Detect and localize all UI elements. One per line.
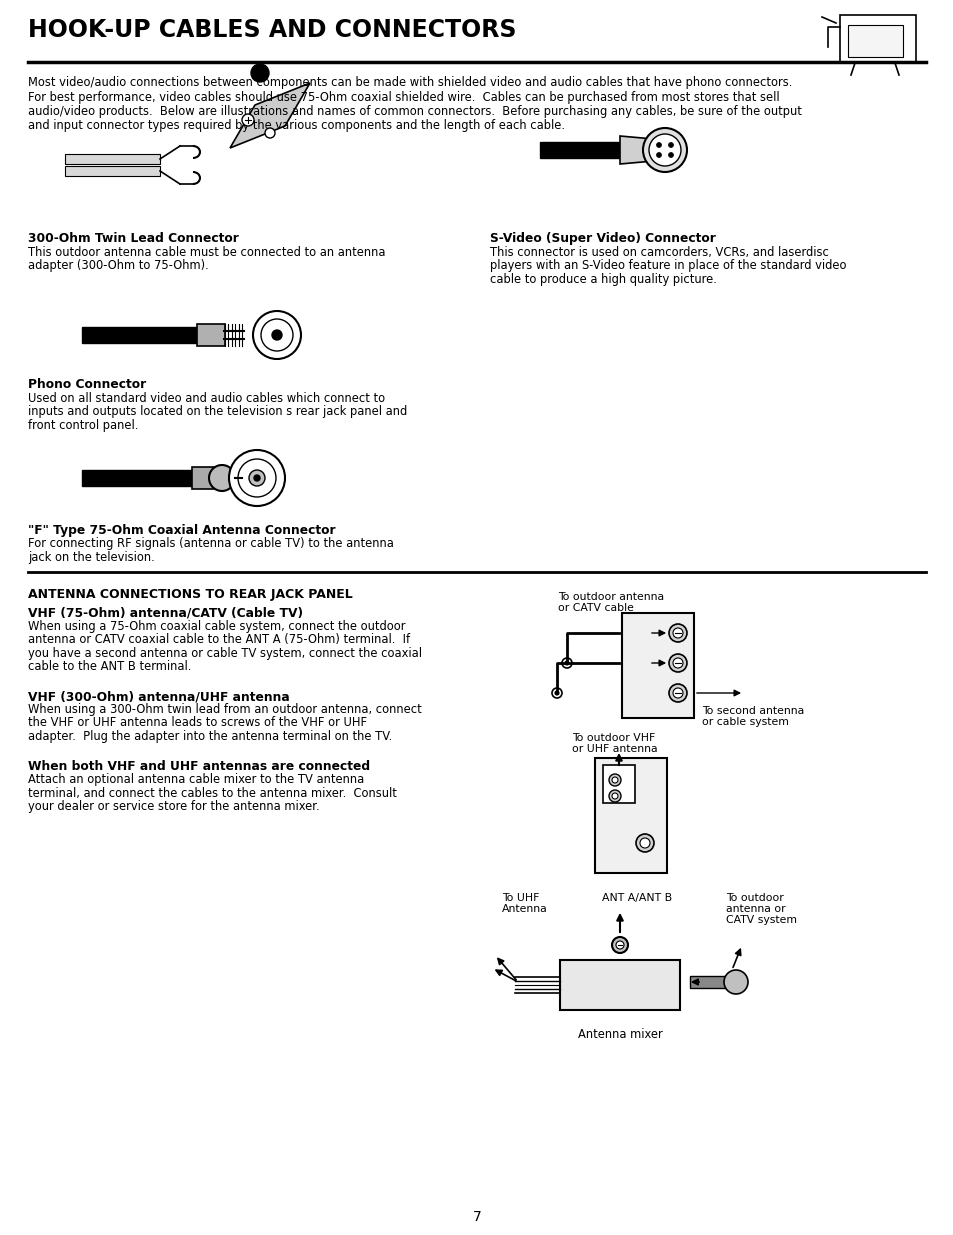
Bar <box>196 324 225 346</box>
Text: VHF (300-Ohm) antenna/UHF antenna: VHF (300-Ohm) antenna/UHF antenna <box>28 690 290 703</box>
Bar <box>689 976 727 988</box>
Text: This outdoor antenna cable must be connected to an antenna: This outdoor antenna cable must be conne… <box>28 246 385 259</box>
Text: 7: 7 <box>472 1210 481 1224</box>
Bar <box>847 25 902 57</box>
Text: Antenna mixer: Antenna mixer <box>578 1028 662 1041</box>
Text: When using a 300-Ohm twin lead from an outdoor antenna, connect: When using a 300-Ohm twin lead from an o… <box>28 703 421 716</box>
Text: your dealer or service store for the antenna mixer.: your dealer or service store for the ant… <box>28 800 319 813</box>
Circle shape <box>253 311 301 359</box>
Circle shape <box>616 941 623 948</box>
Circle shape <box>249 471 265 487</box>
Circle shape <box>656 152 660 158</box>
Circle shape <box>564 661 568 664</box>
Text: 300-Ohm Twin Lead Connector: 300-Ohm Twin Lead Connector <box>28 232 238 245</box>
Circle shape <box>668 142 673 147</box>
Circle shape <box>253 475 260 480</box>
Circle shape <box>668 152 673 158</box>
Text: cable to the ANT B terminal.: cable to the ANT B terminal. <box>28 661 192 673</box>
Text: the VHF or UHF antenna leads to screws of the VHF or UHF: the VHF or UHF antenna leads to screws o… <box>28 716 367 730</box>
Text: When using a 75-Ohm coaxial cable system, connect the outdoor: When using a 75-Ohm coaxial cable system… <box>28 620 405 634</box>
Circle shape <box>265 128 274 138</box>
Text: Antenna: Antenna <box>501 904 547 914</box>
Text: VHF (75-Ohm) antenna/CATV (Cable TV): VHF (75-Ohm) antenna/CATV (Cable TV) <box>28 606 303 620</box>
Text: cable to produce a high quality picture.: cable to produce a high quality picture. <box>490 273 716 287</box>
Text: and input connector types required by the various components and the length of e: and input connector types required by th… <box>28 120 564 132</box>
Text: To outdoor: To outdoor <box>725 893 783 903</box>
Text: For best performance, video cables should use 75-Ohm coaxial shielded wire.  Cab: For best performance, video cables shoul… <box>28 90 779 104</box>
Polygon shape <box>619 136 664 164</box>
Text: you have a second antenna or cable TV system, connect the coaxial: you have a second antenna or cable TV sy… <box>28 647 421 659</box>
Circle shape <box>639 839 649 848</box>
Circle shape <box>552 688 561 698</box>
Bar <box>82 327 196 343</box>
Text: ANTENNA CONNECTIONS TO REAR JACK PANEL: ANTENNA CONNECTIONS TO REAR JACK PANEL <box>28 588 353 601</box>
Text: For connecting RF signals (antenna or cable TV) to the antenna: For connecting RF signals (antenna or ca… <box>28 537 394 550</box>
Circle shape <box>672 688 682 698</box>
Text: S-Video (Super Video) Connector: S-Video (Super Video) Connector <box>490 232 715 245</box>
Text: or UHF antenna: or UHF antenna <box>572 743 657 755</box>
Circle shape <box>261 319 293 351</box>
Text: front control panel.: front control panel. <box>28 419 138 432</box>
Text: CATV system: CATV system <box>725 915 796 925</box>
Bar <box>192 467 213 489</box>
Text: HOOK-UP CABLES AND CONNECTORS: HOOK-UP CABLES AND CONNECTORS <box>28 19 516 42</box>
Polygon shape <box>230 83 310 148</box>
Circle shape <box>608 790 620 802</box>
Circle shape <box>642 128 686 172</box>
Bar <box>602 764 635 803</box>
Text: Attach an optional antenna cable mixer to the TV antenna: Attach an optional antenna cable mixer t… <box>28 773 364 785</box>
Text: terminal, and connect the cables to the antenna mixer.  Consult: terminal, and connect the cables to the … <box>28 787 396 799</box>
Text: Most video/audio connections between components can be made with shielded video : Most video/audio connections between com… <box>28 77 792 89</box>
Text: adapter (300-Ohm to 75-Ohm).: adapter (300-Ohm to 75-Ohm). <box>28 259 209 273</box>
Circle shape <box>612 937 627 953</box>
Circle shape <box>608 774 620 785</box>
Circle shape <box>251 64 269 82</box>
Text: inputs and outputs located on the television s rear jack panel and: inputs and outputs located on the televi… <box>28 405 407 419</box>
Text: This connector is used on camcorders, VCRs, and laserdisc: This connector is used on camcorders, VC… <box>490 246 828 259</box>
Text: ANT A/ANT B: ANT A/ANT B <box>601 893 672 903</box>
Circle shape <box>656 142 660 147</box>
Text: To outdoor VHF: To outdoor VHF <box>572 734 655 743</box>
Text: or CATV cable: or CATV cable <box>558 603 633 613</box>
Circle shape <box>612 793 618 799</box>
Circle shape <box>636 834 654 852</box>
Bar <box>595 758 666 873</box>
Text: To outdoor antenna: To outdoor antenna <box>558 592 663 601</box>
Circle shape <box>668 684 686 701</box>
Bar <box>621 613 693 718</box>
Text: When both VHF and UHF antennas are connected: When both VHF and UHF antennas are conne… <box>28 760 370 773</box>
Bar <box>82 471 192 487</box>
Circle shape <box>648 135 680 165</box>
Text: jack on the television.: jack on the television. <box>28 551 154 563</box>
Bar <box>559 960 679 1010</box>
Text: To second antenna: To second antenna <box>701 706 803 716</box>
Circle shape <box>668 624 686 642</box>
Circle shape <box>561 658 572 668</box>
Text: adapter.  Plug the adapter into the antenna terminal on the TV.: adapter. Plug the adapter into the anten… <box>28 730 392 743</box>
Circle shape <box>237 459 275 496</box>
Circle shape <box>209 466 234 492</box>
Text: Used on all standard video and audio cables which connect to: Used on all standard video and audio cab… <box>28 391 385 405</box>
Circle shape <box>229 450 285 506</box>
Bar <box>840 15 915 63</box>
Circle shape <box>668 655 686 672</box>
Circle shape <box>672 629 682 638</box>
Text: antenna or: antenna or <box>725 904 785 914</box>
Text: To UHF: To UHF <box>501 893 538 903</box>
Text: antenna or CATV coaxial cable to the ANT A (75-Ohm) terminal.  If: antenna or CATV coaxial cable to the ANT… <box>28 634 410 646</box>
Text: audio/video products.  Below are illustrations and names of common connectors.  : audio/video products. Below are illustra… <box>28 105 801 119</box>
Circle shape <box>723 969 747 994</box>
Circle shape <box>672 658 682 668</box>
Text: players with an S-Video feature in place of the standard video: players with an S-Video feature in place… <box>490 259 845 273</box>
Circle shape <box>612 777 618 783</box>
Bar <box>65 165 160 177</box>
Circle shape <box>272 330 282 340</box>
Bar <box>65 154 160 164</box>
Text: or cable system: or cable system <box>701 718 788 727</box>
Text: "F" Type 75-Ohm Coaxial Antenna Connector: "F" Type 75-Ohm Coaxial Antenna Connecto… <box>28 524 335 537</box>
Bar <box>539 142 619 158</box>
Circle shape <box>242 114 253 126</box>
Text: Phono Connector: Phono Connector <box>28 378 146 391</box>
Circle shape <box>555 692 558 695</box>
